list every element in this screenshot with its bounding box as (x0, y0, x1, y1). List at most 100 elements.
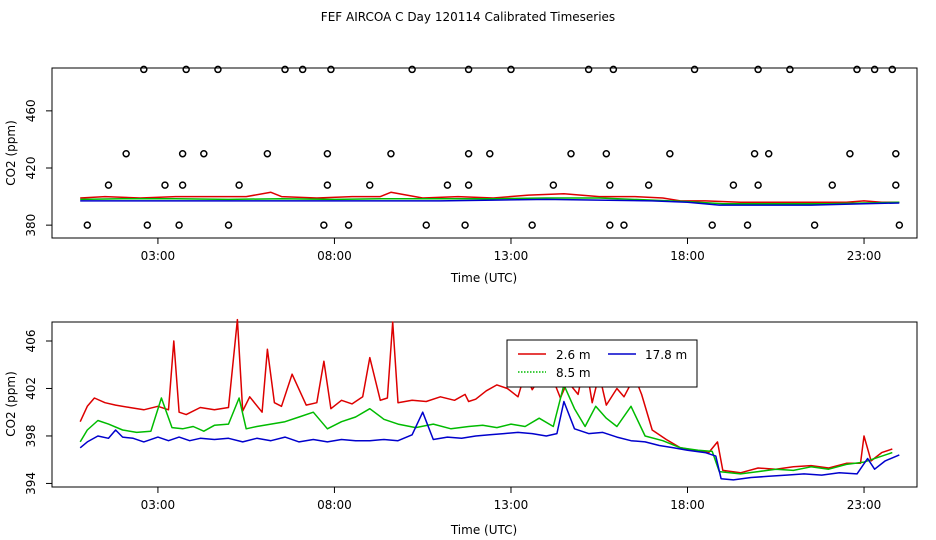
y-tick-label: 420 (24, 157, 38, 180)
scatter-marker (263, 149, 272, 158)
scatter-marker (175, 221, 183, 229)
scatter-marker (486, 149, 494, 158)
scatter-marker (224, 221, 233, 229)
scatter-marker (846, 149, 854, 158)
scatter-marker (606, 221, 614, 229)
series-line-2p6m (79, 318, 893, 474)
bottom-x-axis: 03:00 08:00 13:00 18:00 23:00 (141, 487, 882, 512)
scatter-marker (178, 149, 187, 158)
scatter-marker (892, 181, 900, 189)
scatter-marker (690, 65, 699, 74)
scatter-marker (750, 149, 759, 158)
bottom-x-axis-label: Time (UTC) (450, 523, 517, 537)
top-x-axis-label: Time (UTC) (450, 271, 517, 285)
x-tick-label: 13:00 (494, 498, 529, 512)
scatter-marker (584, 65, 593, 74)
scatter-marker (729, 181, 738, 189)
scatter-marker (161, 181, 169, 189)
scatter-marker (344, 221, 353, 229)
bottom-series-group (79, 318, 900, 481)
scatter-marker (443, 181, 452, 189)
series-line-8p5m (79, 384, 893, 475)
y-tick-label: 394 (24, 472, 38, 495)
y-tick-label: 460 (24, 99, 38, 122)
scatter-marker (235, 181, 243, 189)
scatter-marker (764, 149, 773, 158)
scatter-marker (387, 149, 395, 158)
bottom-y-axis-label: CO2 (ppm) (4, 371, 18, 437)
scatter-marker (507, 65, 515, 74)
scatter-marker (754, 181, 762, 189)
scatter-marker (320, 221, 328, 229)
top-markers-group (83, 65, 904, 229)
series-line-17p8m (80, 198, 900, 206)
scatter-marker (327, 65, 335, 74)
scatter-marker (870, 65, 879, 74)
x-tick-label: 03:00 (141, 249, 176, 263)
scatter-marker (609, 65, 618, 74)
scatter-marker (366, 181, 374, 189)
x-tick-label: 18:00 (670, 249, 705, 263)
x-tick-label: 08:00 (317, 249, 352, 263)
scatter-marker (83, 221, 92, 229)
scatter-marker (754, 65, 762, 74)
scatter-marker (828, 181, 837, 189)
scatter-marker (182, 65, 190, 74)
scatter-marker (323, 181, 332, 189)
scatter-marker (567, 149, 575, 158)
scatter-marker (786, 65, 794, 74)
legend-label-2.6m: 2.6 m (556, 348, 591, 362)
scatter-marker (620, 221, 628, 229)
top-x-axis: 03:00 08:00 13:00 18:00 23:00 (141, 238, 882, 263)
scatter-marker (644, 181, 653, 189)
series-line-8p5m (80, 197, 900, 205)
top-panel: 03:00 08:00 13:00 18:00 23:00 380 420 460 Time… (4, 65, 918, 285)
scatter-marker (408, 65, 416, 74)
bottom-panel: 03:00 08:00 13:00 18:00 23:00 394 398 402 406 T… (4, 318, 918, 537)
top-plot-frame (51, 67, 918, 239)
top-y-axis: 380 420 460 (24, 99, 52, 237)
scatter-marker (895, 221, 904, 229)
bottom-y-axis: 394 398 402 406 (24, 330, 52, 495)
scatter-marker (853, 65, 861, 74)
figure-title: FEF AIRCOA C Day 120114 Calibrated Times… (321, 10, 615, 24)
scatter-marker (810, 221, 819, 229)
scatter-marker (666, 149, 674, 158)
series-line-17p8m (79, 400, 900, 481)
scatter-marker (602, 149, 611, 158)
legend: 2.6 m 8.5 m 17.8 m (506, 339, 698, 388)
scatter-marker (464, 181, 473, 189)
scatter-marker (892, 149, 900, 158)
bottom-plot-frame (51, 321, 918, 488)
scatter-marker (888, 65, 897, 74)
scatter-marker (122, 149, 130, 158)
y-tick-label: 402 (24, 377, 38, 400)
x-tick-label: 18:00 (670, 498, 705, 512)
top-y-axis-label: CO2 (ppm) (4, 120, 18, 186)
scatter-marker (743, 221, 752, 229)
scatter-marker (178, 181, 187, 189)
y-tick-label: 406 (24, 330, 38, 353)
legend-box (506, 339, 698, 388)
legend-label-8.5m: 8.5 m (556, 366, 591, 380)
scatter-marker (140, 65, 148, 74)
scatter-marker (549, 181, 558, 189)
scatter-marker (200, 149, 208, 158)
x-tick-label: 13:00 (494, 249, 529, 263)
legend-label-17.8m: 17.8 m (645, 348, 687, 362)
scatter-marker (464, 65, 473, 74)
scatter-marker (606, 181, 614, 189)
top-series-group (80, 191, 900, 206)
x-tick-label: 23:00 (847, 498, 882, 512)
scatter-marker (214, 65, 222, 74)
scatter-marker (104, 181, 113, 189)
scatter-marker (298, 65, 307, 74)
y-tick-label: 398 (24, 425, 38, 448)
scatter-marker (281, 65, 289, 74)
scatter-marker (323, 149, 332, 158)
x-tick-label: 08:00 (317, 498, 352, 512)
y-tick-label: 380 (24, 214, 38, 237)
scatter-marker (528, 221, 536, 229)
x-tick-label: 23:00 (847, 249, 882, 263)
